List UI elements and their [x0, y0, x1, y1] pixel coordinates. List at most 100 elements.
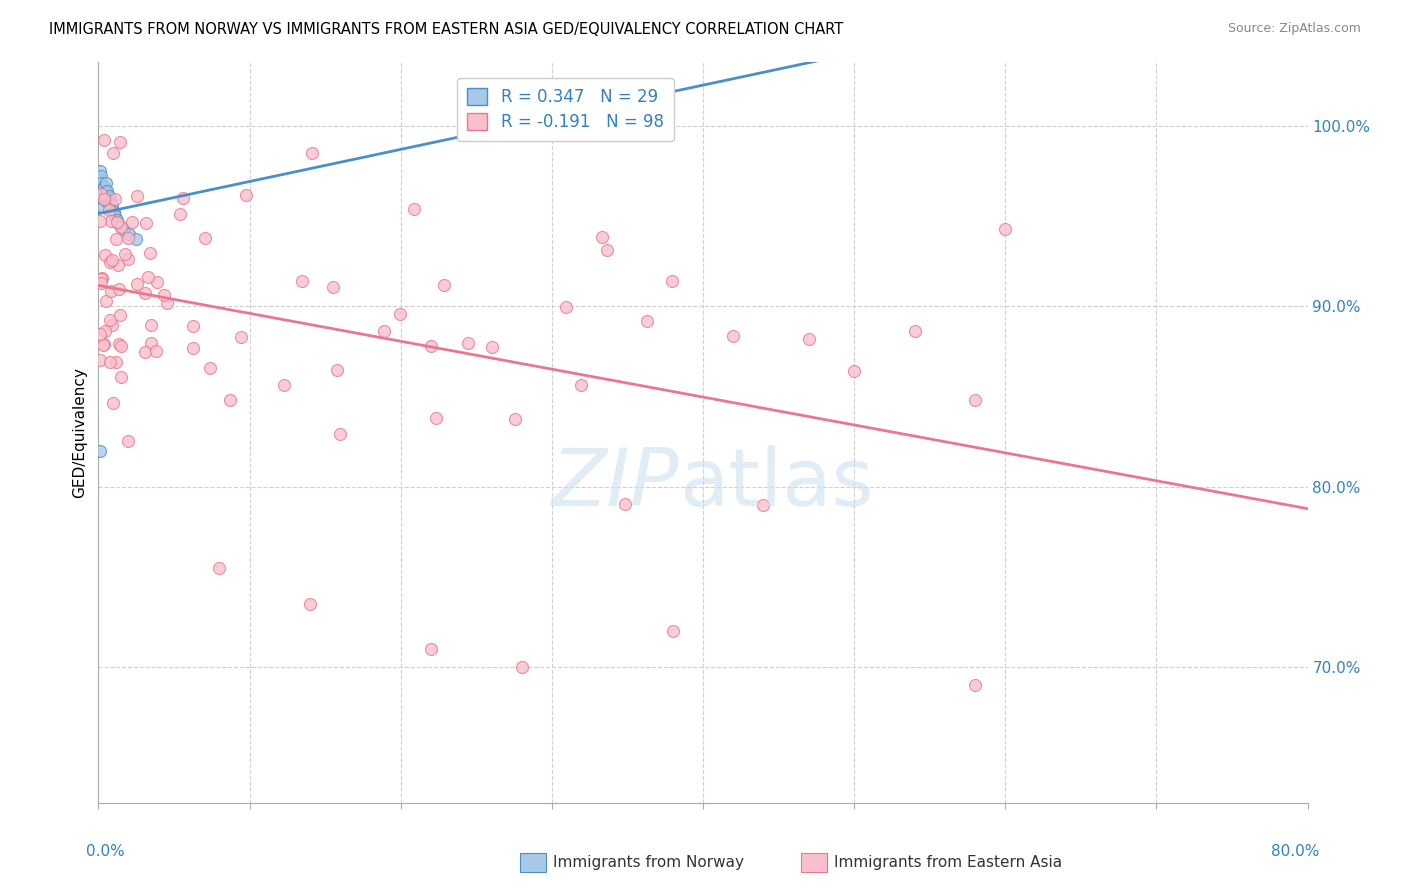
Point: [117, 252, 139, 266]
Point: [596, 243, 619, 257]
Point: [98, 312, 121, 326]
Point: [90, 276, 112, 290]
Point: [322, 280, 344, 294]
Point: [419, 339, 441, 353]
Point: [93, 180, 115, 194]
Point: [273, 377, 295, 392]
Point: [98, 355, 121, 369]
Point: [173, 191, 195, 205]
Point: [93, 337, 115, 351]
Point: [98, 189, 121, 203]
Point: [127, 188, 149, 202]
Point: [301, 145, 323, 160]
Point: [134, 285, 156, 300]
Point: [108, 337, 131, 351]
Point: [100, 214, 122, 228]
Point: [104, 355, 127, 369]
Point: [591, 230, 613, 244]
Point: [420, 642, 443, 657]
Point: [93, 192, 115, 206]
Point: [661, 274, 683, 288]
Point: [101, 252, 124, 267]
Point: [389, 308, 412, 322]
Point: [98, 196, 121, 211]
Point: [110, 219, 132, 234]
Point: [135, 217, 157, 231]
Point: [90, 272, 112, 286]
Point: [97, 203, 120, 218]
Point: [94, 324, 117, 338]
Point: [614, 497, 637, 511]
Y-axis label: GED/Equivalency: GED/Equivalency: [72, 368, 87, 498]
Point: [94, 186, 117, 200]
Point: [127, 277, 149, 292]
Point: [425, 410, 447, 425]
Text: 0.0%: 0.0%: [86, 844, 125, 858]
Point: [107, 216, 129, 230]
Point: [105, 215, 128, 229]
Point: [108, 135, 131, 149]
Point: [569, 378, 592, 392]
Point: [100, 202, 122, 216]
Point: [183, 318, 205, 333]
Point: [904, 324, 927, 338]
Point: [89, 173, 111, 187]
Point: [100, 194, 122, 209]
Point: [108, 281, 131, 295]
Point: [90, 169, 112, 184]
Text: Immigrants from Eastern Asia: Immigrants from Eastern Asia: [834, 855, 1062, 870]
Point: [91, 191, 114, 205]
Point: [752, 498, 775, 512]
Point: [110, 369, 132, 384]
Point: [156, 296, 179, 310]
Point: [235, 188, 257, 202]
Text: 80.0%: 80.0%: [1271, 844, 1320, 858]
Point: [118, 227, 141, 241]
Point: [90, 177, 112, 191]
Point: [89, 443, 111, 458]
Point: [291, 274, 314, 288]
Point: [125, 232, 148, 246]
Point: [100, 255, 122, 269]
Point: [510, 660, 533, 674]
Point: [136, 269, 159, 284]
Point: [965, 678, 987, 692]
Text: Immigrants from Norway: Immigrants from Norway: [553, 855, 744, 870]
Point: [328, 426, 350, 441]
Point: [797, 332, 820, 346]
Point: [90, 186, 112, 201]
Point: [114, 246, 136, 260]
Point: [555, 300, 578, 314]
Point: [105, 212, 128, 227]
Legend: R = 0.347   N = 29, R = -0.191   N = 98: R = 0.347 N = 29, R = -0.191 N = 98: [457, 78, 673, 141]
Point: [433, 278, 456, 293]
Point: [503, 412, 526, 426]
Point: [89, 213, 111, 227]
Point: [994, 221, 1017, 235]
Point: [229, 330, 252, 344]
Point: [661, 624, 683, 639]
Point: [112, 223, 135, 237]
Point: [91, 337, 114, 351]
Point: [208, 561, 231, 575]
Point: [219, 392, 242, 407]
Point: [153, 287, 176, 301]
Point: [100, 318, 122, 333]
Point: [299, 597, 322, 611]
Point: [169, 207, 191, 221]
Point: [93, 248, 115, 262]
Point: [104, 232, 127, 246]
Point: [134, 345, 156, 359]
Point: [965, 392, 987, 407]
Point: [198, 361, 221, 376]
Point: [93, 133, 115, 147]
Point: [101, 198, 124, 212]
Point: [94, 177, 117, 191]
Point: [194, 231, 217, 245]
Point: [181, 341, 204, 355]
Point: [110, 220, 132, 235]
Point: [457, 336, 479, 351]
Point: [844, 363, 866, 377]
Point: [636, 314, 658, 328]
Point: [104, 192, 127, 206]
